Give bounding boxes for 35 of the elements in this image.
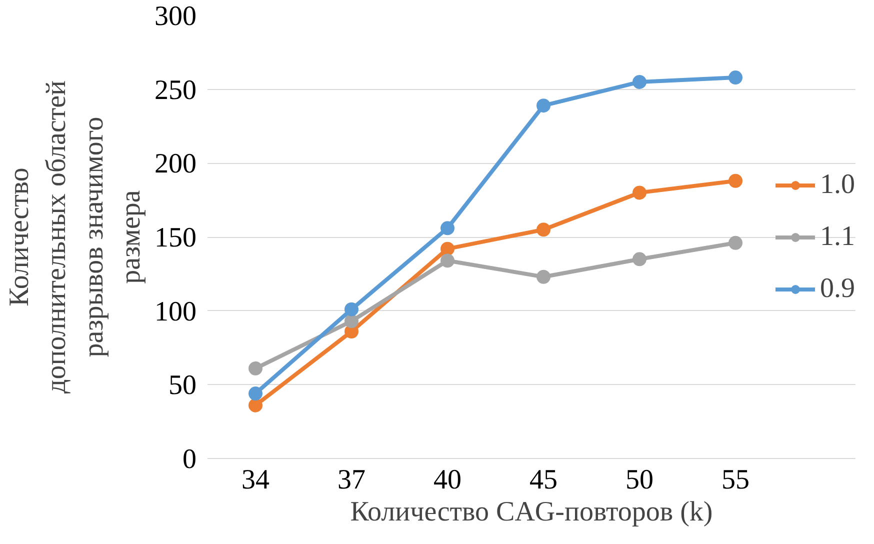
legend-label: 1.0 (820, 168, 855, 200)
point (536, 98, 550, 113)
y-tick-label: 0 (182, 444, 196, 475)
point (344, 302, 358, 316)
x-tick-label: 55 (722, 464, 750, 496)
legend-label: 0.9 (820, 272, 855, 304)
point (728, 236, 742, 250)
x-tick-label: 50 (626, 464, 654, 496)
point (728, 70, 742, 85)
y-tick-label: 150 (154, 222, 196, 254)
point (536, 270, 550, 284)
point (728, 174, 742, 188)
point (632, 252, 646, 266)
y-tick-label: 50 (168, 370, 196, 402)
y-tick-label: 300 (154, 1, 196, 32)
point (248, 386, 262, 401)
point (632, 186, 646, 200)
x-tick-label: 45 (530, 464, 558, 496)
point (440, 221, 454, 236)
x-tick-label: 34 (242, 464, 270, 496)
point (344, 314, 358, 328)
point (248, 361, 262, 376)
y-tick-label: 100 (154, 296, 196, 328)
point (440, 242, 454, 256)
point (536, 222, 550, 237)
y-axis-title: Количество дополнительных областей разрывов значимого размера (4, 80, 146, 394)
legend-label: 1.1 (820, 220, 855, 252)
point (632, 74, 646, 89)
y-tick-label: 250 (154, 74, 196, 106)
x-axis-title: Количество CAG-повторов (k) (350, 496, 713, 528)
x-tick-label: 40 (434, 464, 462, 496)
y-tick-label: 200 (154, 148, 196, 180)
point (248, 398, 262, 412)
point (440, 254, 454, 268)
x-tick-label: 37 (338, 464, 366, 496)
